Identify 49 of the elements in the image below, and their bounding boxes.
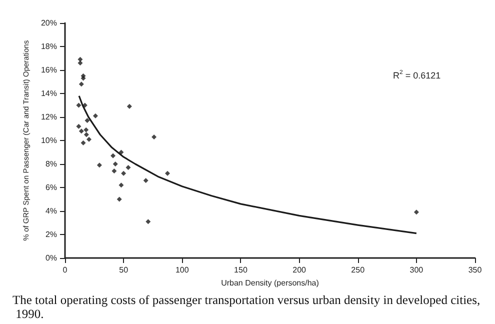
point xyxy=(121,170,126,176)
y-tick-label: 16% xyxy=(40,66,57,74)
x-tick-label: 200 xyxy=(292,266,307,274)
point xyxy=(152,134,157,140)
point xyxy=(112,162,118,166)
point xyxy=(76,102,82,108)
x-tick-label: 150 xyxy=(234,266,248,274)
point xyxy=(96,162,102,168)
point xyxy=(143,178,148,183)
point xyxy=(84,118,90,124)
line-series xyxy=(78,95,418,234)
y-tick-label: 12% xyxy=(40,112,57,122)
y-tick-label: 0% xyxy=(45,254,57,262)
x-tick-label: 0 xyxy=(62,266,68,274)
point xyxy=(78,60,83,66)
y-tick-label: 4% xyxy=(45,206,57,216)
point xyxy=(80,76,86,81)
y-tick-label: 8% xyxy=(45,160,57,168)
x-tick-label: 100 xyxy=(175,266,190,274)
text: The total operating costs of passenger transportation versus urban density in developed cities, 1990. xyxy=(12,293,480,321)
point xyxy=(146,219,151,224)
y-tick-label: 20% xyxy=(40,18,57,28)
y-tick-label: 18% xyxy=(40,42,57,51)
point xyxy=(92,113,98,118)
y-tick-label: 6% xyxy=(45,183,57,192)
y-tick-label: 14% xyxy=(40,89,57,98)
point xyxy=(78,128,84,134)
point xyxy=(84,127,89,132)
x-tick-label: 300 xyxy=(410,266,424,274)
point xyxy=(110,153,116,158)
point xyxy=(84,132,89,138)
point xyxy=(116,196,122,202)
point xyxy=(76,124,82,129)
point xyxy=(414,210,419,215)
point xyxy=(78,82,84,87)
point xyxy=(165,170,170,176)
x-axis-title: Urban Density (persons/ha) xyxy=(221,278,320,288)
y-tick-label: 10% xyxy=(40,136,57,145)
x-tick-label: 250 xyxy=(351,266,366,274)
point xyxy=(78,56,83,62)
point xyxy=(112,168,117,174)
point xyxy=(126,104,132,109)
point xyxy=(80,140,86,146)
point xyxy=(118,182,124,188)
x-tick-label: 50 xyxy=(119,266,129,274)
point xyxy=(126,165,131,170)
x-tick-label: 350 xyxy=(468,266,482,274)
point xyxy=(86,136,92,142)
y-tick-label: 2% xyxy=(45,230,57,239)
